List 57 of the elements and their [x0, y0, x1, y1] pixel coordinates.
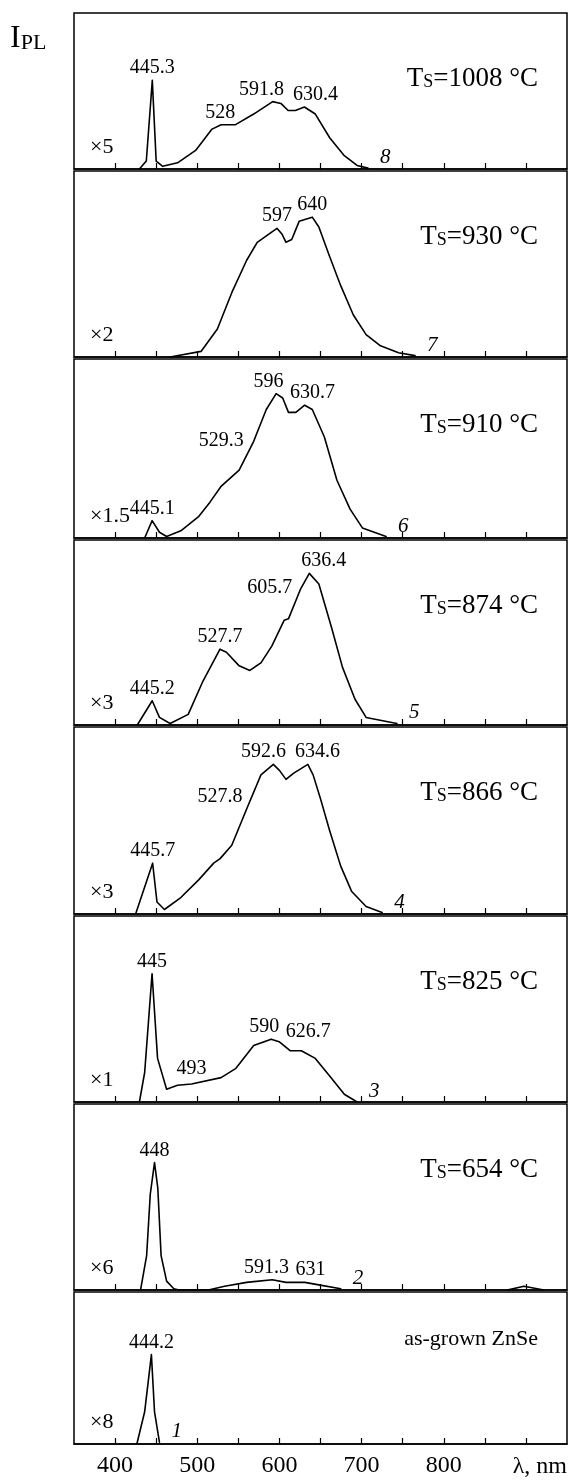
x-tick-label: 500 — [179, 1451, 216, 1477]
x-tick-label: 400 — [97, 1451, 134, 1477]
x-tick-label: 800 — [425, 1451, 462, 1477]
series-label: 1 — [171, 1418, 182, 1443]
annotation: 636.4 — [301, 548, 347, 571]
series-label: 3 — [368, 1078, 380, 1102]
annotation: ×2 — [90, 320, 114, 346]
chart-title: TS=654 °C — [420, 1152, 539, 1183]
annotation: ×1.5 — [90, 501, 130, 527]
annotation: 591.3 — [244, 1254, 290, 1277]
annotation: ×3 — [90, 877, 114, 903]
annotation: 444.2 — [128, 1329, 174, 1352]
chart-title: TS=930 °C — [420, 219, 539, 250]
annotation: 590 — [249, 1014, 280, 1037]
x-tick-label: 600 — [261, 1451, 298, 1477]
annotation: 445.3 — [129, 55, 175, 78]
series-label: 4 — [394, 888, 406, 913]
annotation: 493 — [176, 1056, 207, 1079]
chart-title: as-grown ZnSe — [404, 1324, 539, 1350]
chart-title: TS=866 °C — [420, 775, 539, 806]
annotation: 445.7 — [130, 838, 176, 861]
chart-title: TS=825 °C — [420, 964, 539, 995]
annotation: 640 — [297, 192, 328, 215]
annotation: 596 — [253, 368, 284, 391]
annotation: 630.4 — [293, 81, 339, 104]
annotation: 631 — [295, 1257, 326, 1280]
annotation: ×6 — [90, 1253, 114, 1279]
annotation: 529.3 — [198, 427, 244, 450]
annotation: 634.6 — [295, 739, 341, 762]
annotation: 448 — [139, 1137, 170, 1160]
series-label: 6 — [398, 512, 410, 537]
text: TS=910 °C — [420, 407, 539, 438]
annotation: ×5 — [90, 132, 114, 158]
series-label: 8 — [379, 144, 391, 169]
series-label: 2 — [352, 1264, 364, 1289]
annotation: ×1 — [90, 1065, 114, 1091]
annotation: 445 — [137, 948, 168, 971]
annotation: 527.8 — [197, 783, 243, 806]
annotation: 445.2 — [129, 675, 175, 698]
y-axis-title: IPL — [10, 18, 47, 54]
annotation: 445.1 — [129, 495, 175, 518]
annotation: 597 — [261, 203, 292, 226]
annotation: 591.8 — [239, 76, 285, 99]
annotation: 527.7 — [197, 624, 243, 647]
text: TS=874 °C — [420, 588, 539, 619]
x-tick-label: 700 — [343, 1451, 380, 1477]
chart-title: TS=1008 °C — [406, 61, 539, 92]
annotation: ×3 — [90, 688, 114, 714]
annotation: 626.7 — [285, 1019, 331, 1042]
annotation: ×8 — [90, 1407, 114, 1433]
annotation: 630.7 — [289, 380, 335, 403]
x-axis-title: λ, nm — [512, 1452, 568, 1478]
annotation: 592.6 — [241, 739, 287, 762]
annotation: 605.7 — [247, 574, 293, 597]
series-label: 5 — [408, 699, 420, 724]
annotation: 528 — [205, 99, 236, 122]
series-label: 7 — [426, 331, 439, 356]
